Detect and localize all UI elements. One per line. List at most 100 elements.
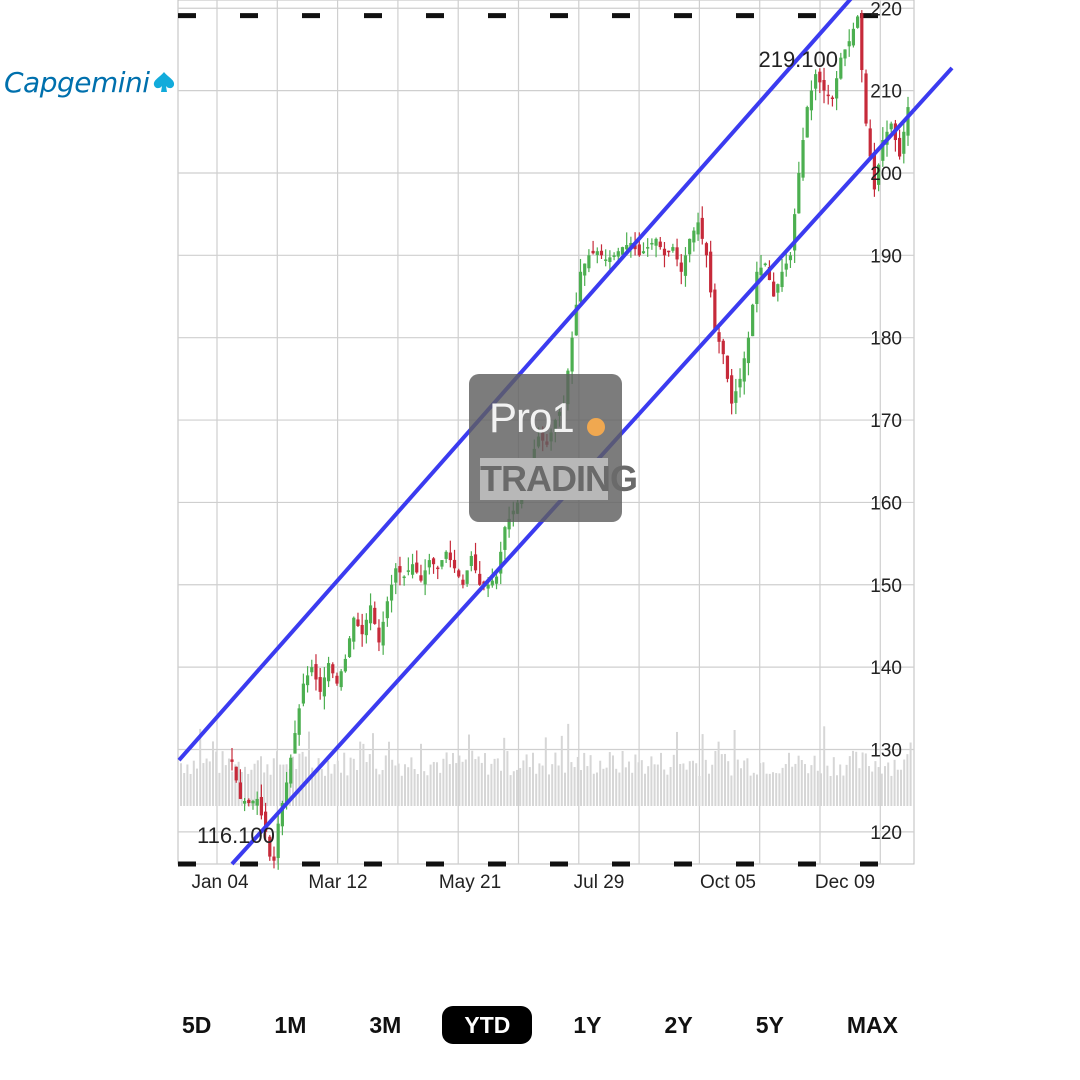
candle-body: [637, 244, 641, 256]
volume-bar: [711, 764, 714, 806]
range-button-2y[interactable]: 2Y: [664, 1012, 693, 1038]
volume-bar: [205, 758, 208, 806]
volume-bar: [420, 743, 422, 806]
volume-bar: [327, 760, 330, 806]
candle-body: [587, 255, 591, 269]
volume-bar: [186, 764, 189, 806]
candle-body: [860, 13, 864, 71]
volume-bar: [656, 764, 659, 806]
candle-body: [427, 560, 431, 568]
y-tick-label: 140: [870, 658, 902, 679]
candle-body: [251, 800, 255, 804]
candle-body: [805, 107, 809, 138]
candle-body: [772, 281, 776, 297]
candle-body: [436, 567, 440, 570]
candle-body: [780, 271, 784, 288]
volume-bar: [404, 764, 406, 806]
volume-bar: [356, 770, 358, 806]
volume-bar: [797, 755, 800, 806]
volume-bar: [701, 734, 704, 806]
volume-bar: [519, 768, 522, 806]
candle-body: [717, 332, 721, 342]
candle-body: [709, 251, 713, 293]
volume-bar: [388, 741, 390, 806]
candle-body: [301, 683, 305, 704]
volume-bar: [631, 772, 634, 806]
candle-body: [822, 79, 826, 91]
volume-bar: [743, 760, 746, 806]
volume-bar: [676, 731, 678, 806]
volume-bar: [400, 775, 403, 806]
volume-bar: [436, 762, 438, 806]
candle-body: [847, 41, 851, 47]
candle-body: [503, 527, 507, 550]
candle-body: [595, 251, 599, 256]
candle-body: [242, 800, 247, 804]
candle-body: [297, 708, 301, 735]
candle-body: [830, 97, 835, 100]
volume-bar: [775, 773, 778, 806]
plot-frame: [177, 0, 915, 865]
candle-body: [696, 222, 700, 235]
watermark-subtitle: TRADING: [480, 458, 638, 500]
volume-bar: [298, 753, 301, 806]
volume-bar: [560, 735, 563, 806]
volume-bar: [752, 772, 755, 806]
volume-bar: [247, 773, 250, 806]
volume-bar: [640, 760, 643, 806]
volume-bar: [724, 753, 726, 806]
candle-body: [381, 621, 385, 646]
candle-body: [620, 247, 625, 255]
volume-bar: [698, 775, 701, 806]
candle-body: [444, 551, 448, 559]
volume-bar: [864, 753, 867, 806]
volume-bar: [788, 752, 790, 806]
volume-bar: [368, 754, 371, 806]
candle-body: [688, 238, 692, 255]
volume-bar: [586, 766, 589, 806]
candle-body: [398, 566, 402, 573]
volume-bar: [800, 760, 803, 806]
candle-body: [507, 518, 511, 530]
volume-bar: [746, 758, 749, 806]
candle-body: [272, 856, 276, 861]
volume-bar: [804, 764, 806, 806]
volume-bar: [487, 774, 490, 806]
volume-bar: [490, 763, 493, 806]
candle-body: [843, 49, 847, 59]
volume-bar: [544, 737, 547, 806]
range-button-max[interactable]: MAX: [846, 1012, 898, 1038]
candle-body: [658, 241, 662, 248]
range-button-1m[interactable]: 1M: [274, 1012, 307, 1038]
candle-body: [322, 677, 326, 697]
volume-bar: [570, 762, 573, 806]
volume-bar: [244, 766, 246, 806]
volume-bar: [308, 731, 310, 806]
candle-body: [801, 140, 805, 178]
volume-bar: [692, 760, 694, 806]
candle-body: [469, 555, 473, 566]
volume-bar: [714, 751, 717, 806]
y-tick-label: 150: [870, 576, 902, 597]
volume-bar: [340, 772, 342, 806]
range-button-1y[interactable]: 1Y: [573, 1012, 602, 1038]
watermark-dot-icon: [587, 418, 605, 436]
volume-bar: [372, 733, 374, 806]
volume-bar: [823, 726, 826, 806]
range-button-ytd[interactable]: YTD: [442, 1006, 533, 1044]
volume-bar: [816, 770, 819, 806]
volume-bar: [180, 763, 182, 806]
candle-body: [734, 391, 738, 403]
volume-bar: [292, 756, 294, 806]
candle-body: [268, 836, 272, 857]
candle-body: [259, 797, 263, 816]
range-button-5d[interactable]: 5D: [182, 1012, 212, 1038]
volume-bar: [199, 728, 202, 806]
range-button-5y[interactable]: 5Y: [755, 1012, 784, 1038]
candle-body: [247, 799, 251, 804]
volume-bar: [506, 751, 509, 806]
volume-bar: [509, 775, 512, 806]
volume-bar: [704, 759, 707, 806]
volume-bar: [468, 734, 470, 806]
range-button-3m[interactable]: 3M: [369, 1012, 402, 1038]
